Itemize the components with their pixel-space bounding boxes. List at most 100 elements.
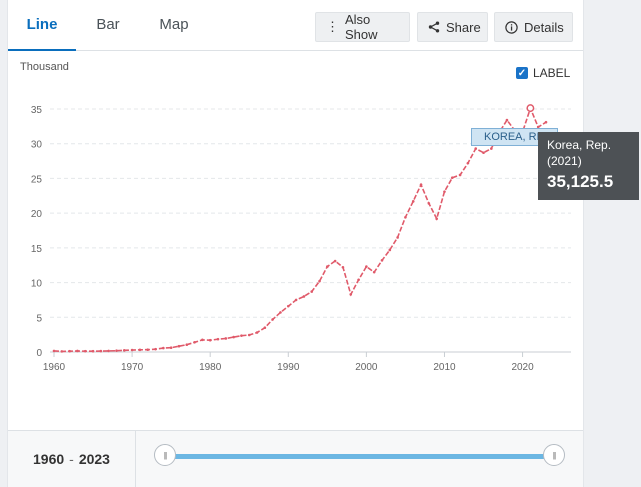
data-point [130,348,134,352]
data-point [419,183,423,186]
data-point [544,120,548,124]
y-tick-label: 20 [31,209,43,220]
chart-grid [50,108,571,353]
y-tick-label: 25 [31,174,43,185]
data-point [536,125,540,129]
data-point [263,326,267,330]
data-point [333,259,337,263]
highlighted-data-point[interactable] [526,104,535,113]
data-point [232,335,235,339]
data-point [505,118,509,122]
data-point [396,236,399,239]
data-point [240,334,243,337]
data-point [279,311,282,314]
data-point [146,348,150,352]
y-tick-label: 15 [31,244,43,255]
data-point [458,173,462,177]
data-tooltip: Korea, Rep. (2021) 35,125.5 [538,132,639,200]
also-show-label: Also Show [345,12,378,42]
data-point [357,278,360,282]
x-axis-tick-labels: 1960 1970 1980 1990 2000 2010 2020 [43,352,534,373]
data-point [122,349,126,352]
data-point [404,216,407,219]
data-point [138,348,142,352]
tooltip-year: (2021) [547,154,582,168]
x-tick-label: 1980 [199,362,222,373]
chart-tabs: Line Bar Map ⋮ Also Show Share Details [8,0,583,51]
label-toggle[interactable]: ✓ LABEL [516,66,570,80]
data-point [60,350,64,353]
data-point [302,295,306,298]
series-line [53,106,547,353]
data-point [365,265,368,268]
data-point [99,349,103,353]
data-point [154,347,157,351]
details-button[interactable]: Details [494,12,573,42]
x-tick-label: 2020 [511,362,534,373]
x-tick-label: 2010 [433,362,456,373]
data-point [271,318,274,321]
share-label: Share [446,19,481,35]
series-end-label: KOREA, REP. [471,128,558,146]
share-button[interactable]: Share [417,12,488,42]
series-korea-rep [52,104,548,353]
also-show-button[interactable]: ⋮ Also Show [315,12,410,42]
range-separator: - [69,451,74,467]
y-tick-label: 35 [31,105,43,116]
details-label: Details [524,19,564,35]
info-icon [505,20,518,34]
x-tick-label: 1990 [277,362,300,373]
tooltip-country: Korea, Rep. [547,138,612,152]
chart-panel: Line Bar Map ⋮ Also Show Share Details T… [8,0,583,487]
time-range-slider-track[interactable] [168,454,554,459]
data-point [224,337,228,340]
data-point [427,202,431,205]
x-tick-label: 1960 [43,362,66,373]
range-start: 1960 [33,451,65,467]
tab-line[interactable]: Line [8,0,76,51]
data-point [466,161,470,165]
tab-bar[interactable]: Bar [96,16,120,33]
data-point [83,349,87,353]
data-point [286,304,290,308]
data-point [326,265,329,268]
data-point [216,337,220,341]
tooltip-value: 35,125.5 [547,172,614,191]
y-axis-tick-labels: 0 5 10 15 20 25 30 35 [31,105,43,359]
share-icon [428,21,440,33]
data-point [388,248,392,252]
data-point [52,349,56,353]
data-point [341,265,345,269]
time-range-footer: 1960 - 2023 ||| ||| [8,430,583,487]
slider-end-handle[interactable]: ||| [543,444,565,466]
label-toggle-text: LABEL [533,66,571,80]
checkbox-checked-icon[interactable]: ✓ [516,67,528,79]
tab-map[interactable]: Map [159,16,189,33]
range-end: 2023 [78,451,110,467]
data-point [482,151,485,155]
data-point [474,147,478,150]
data-point [255,331,259,334]
x-tick-label: 1970 [121,362,144,373]
data-point [68,349,71,353]
data-point [115,349,118,352]
data-point [411,200,415,203]
data-point [450,176,454,180]
data-point [318,279,321,283]
y-axis-unit-label: Thousand [20,61,69,73]
slider-start-handle[interactable]: ||| [154,444,176,466]
x-tick-label: 2000 [355,362,378,373]
data-point [443,190,446,193]
data-point [107,349,110,353]
data-point [435,217,438,220]
y-tick-label: 10 [31,279,43,290]
data-point [372,270,376,274]
time-range-label: 1960 - 2023 [8,431,136,487]
y-tick-label: 0 [36,348,42,359]
data-point [193,340,196,344]
data-point [177,344,181,348]
data-point [91,349,95,353]
data-point [380,259,384,262]
data-point [310,290,314,293]
